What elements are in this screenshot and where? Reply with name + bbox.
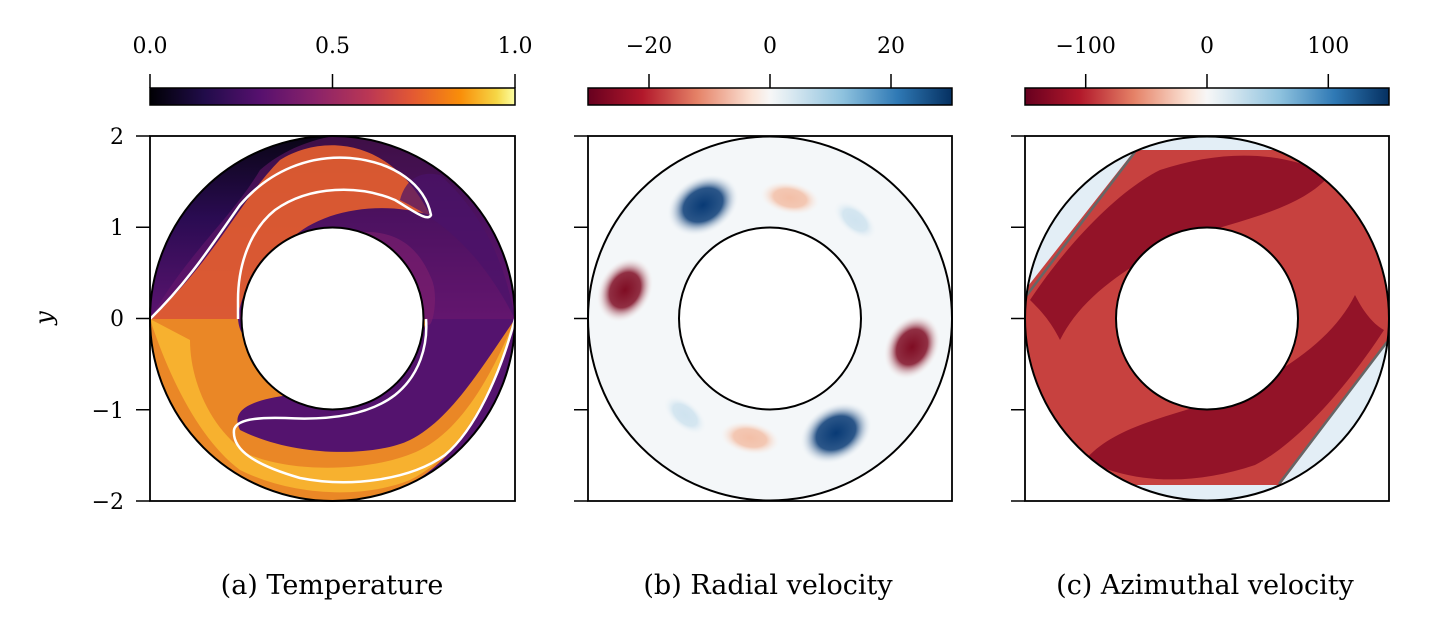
colorbar-tick-label: 0 <box>763 34 777 59</box>
y-axis: 2 1 0 −1 −2 y <box>30 125 150 515</box>
y-tick-label: 2 <box>110 125 124 150</box>
y-axis-label: y <box>30 311 58 326</box>
colorbar-tick-label: 100 <box>1307 34 1349 59</box>
colorbar-tick-label: 0.5 <box>315 34 350 59</box>
colorbar-radial <box>587 87 953 106</box>
y-tick-label: 0 <box>110 307 124 332</box>
caption-b: (b) Radial velocity <box>643 570 893 601</box>
radial-inner-ring <box>678 226 862 411</box>
y-tick-label: 1 <box>110 216 124 241</box>
azimuthal-velocity-panel: −100 0 100 (c) Azimuthal velocity <box>1011 34 1390 601</box>
caption-a: (a) Temperature <box>221 570 444 601</box>
colorbar-temperature <box>149 87 516 106</box>
temperature-panel: 0.0 0.5 1.0 2 1 0 −1 <box>30 34 533 601</box>
azimuthal-inner-disk <box>1116 227 1298 410</box>
colorbar-azimuthal-ticks: −100 0 100 <box>1055 34 1349 88</box>
caption-c: (c) Azimuthal velocity <box>1056 570 1354 601</box>
azimuthal-inner-ring <box>1115 226 1299 411</box>
colorbar-temperature-ticks: 0.0 0.5 1.0 <box>133 34 533 88</box>
colorbar-tick-label: 1.0 <box>498 34 533 59</box>
colorbar-tick-label: 0 <box>1200 34 1214 59</box>
temperature-inner-disk <box>241 227 424 410</box>
temperature-contour <box>149 156 517 484</box>
temperature-inner-ring <box>240 226 425 411</box>
colorbar-radial-ticks: −20 0 20 <box>626 34 905 88</box>
azimuthal-zero-contour <box>1026 151 1388 485</box>
y-ticks-c <box>1011 135 1025 502</box>
colorbar-tick-label: 20 <box>877 34 905 59</box>
colorbar-tick-label: −20 <box>626 34 672 59</box>
colorbar-azimuthal <box>1024 87 1390 106</box>
y-ticks-b <box>574 135 588 502</box>
radial-velocity-panel: −20 0 20 (b) Radial velocity <box>574 34 953 601</box>
colorbar-tick-label: −100 <box>1055 34 1115 59</box>
y-tick-label: −2 <box>92 490 124 515</box>
colorbar-tick-label: 0.0 <box>133 34 168 59</box>
y-tick-label: −1 <box>92 399 124 424</box>
radial-inner-disk <box>679 227 861 410</box>
